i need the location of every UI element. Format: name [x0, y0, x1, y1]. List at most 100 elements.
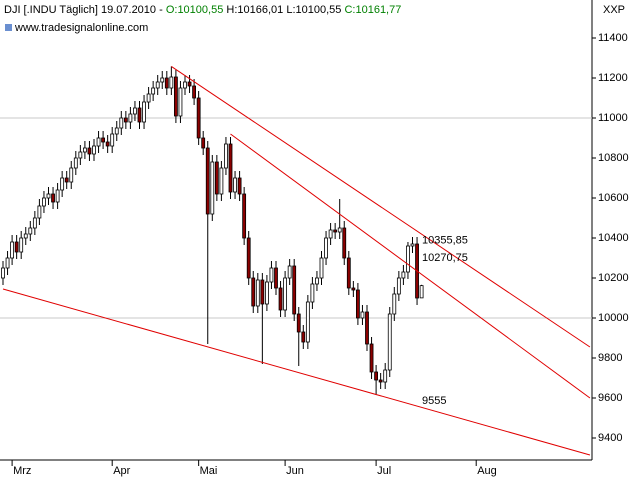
candle-body — [242, 193, 247, 239]
candle-body — [351, 287, 356, 291]
candle-body — [401, 271, 406, 279]
candle-body — [374, 371, 379, 381]
candle-body — [283, 277, 288, 311]
y-tick-label: 11000 — [598, 112, 628, 124]
candle-body — [23, 233, 28, 239]
open: O:10100,55 — [166, 4, 224, 16]
y-tick-label: 9400 — [598, 432, 622, 444]
candle-body — [201, 137, 206, 149]
candle-body — [392, 293, 397, 315]
candle-body — [369, 343, 374, 373]
x-tick-label: Jun — [286, 465, 304, 477]
candle-body — [10, 241, 15, 259]
candle-body — [19, 237, 24, 253]
candle-body — [137, 107, 142, 123]
close: C:10161,77 — [344, 4, 401, 16]
x-tick-label: Mai — [200, 465, 218, 477]
candle-body — [324, 237, 328, 259]
candle-body — [328, 229, 333, 239]
candle-body — [301, 331, 306, 343]
candle-body — [360, 311, 365, 319]
candle-body — [406, 245, 410, 273]
candle-body — [237, 177, 242, 195]
trendline — [230, 133, 591, 399]
candle-body — [205, 147, 210, 215]
header: DJI [.INDU Täglich] 19.07.2010 - O:10100… — [4, 4, 401, 16]
candle-body — [183, 81, 187, 89]
candle-body — [383, 369, 388, 383]
candle-body — [128, 113, 133, 123]
candle-body — [96, 137, 101, 147]
y-tick-label: 10600 — [598, 192, 629, 204]
candle-body — [305, 301, 310, 343]
candle-body — [164, 77, 169, 89]
candle-body — [296, 313, 301, 333]
candle-body — [146, 93, 151, 103]
candle-body — [42, 197, 46, 207]
candle-body — [210, 161, 215, 215]
candle-body — [342, 227, 347, 259]
candle-body — [14, 241, 19, 253]
candle-body — [46, 193, 51, 199]
y-tick-label: 9600 — [598, 392, 622, 404]
y-tick-label: 10200 — [598, 272, 629, 284]
low: L:10100,55 — [286, 4, 341, 16]
x-tick-label: Jul — [377, 465, 391, 477]
candle-body — [219, 167, 224, 195]
candle-body — [264, 281, 269, 305]
candle-body — [333, 229, 338, 233]
y-tick-label: 10000 — [598, 312, 629, 324]
candle-body — [187, 81, 192, 87]
x-tick-label: Apr — [113, 465, 130, 477]
candle-body — [173, 76, 178, 117]
candle-body — [151, 87, 156, 95]
candle-body — [51, 193, 55, 203]
candle-body — [110, 133, 115, 147]
candle-body — [105, 141, 110, 147]
candle-body — [287, 265, 292, 279]
candle-body — [246, 237, 251, 279]
candle-body — [410, 243, 415, 247]
candle-body — [32, 217, 37, 229]
candle-body — [419, 285, 424, 299]
candle-body — [123, 117, 128, 123]
x-tick-label: Mrz — [13, 465, 31, 477]
candle-body — [37, 205, 42, 219]
candle-body — [169, 76, 174, 89]
candle-body — [196, 97, 201, 139]
candle-body — [228, 143, 233, 193]
candle-body — [378, 379, 383, 383]
candle-body — [87, 147, 92, 155]
candle-body — [310, 283, 315, 303]
candle-body — [292, 265, 297, 315]
candle-body — [142, 101, 146, 123]
corner-label: XXP — [603, 4, 625, 16]
site-icon — [5, 24, 12, 31]
candle-body — [92, 145, 96, 155]
candle-body — [260, 279, 265, 305]
candle-body — [319, 257, 324, 279]
candle-body — [155, 81, 160, 89]
candle-body — [101, 137, 105, 143]
candle-body — [114, 127, 119, 135]
y-tick-label: 10400 — [598, 232, 629, 244]
candle-body — [251, 277, 256, 307]
candle-body — [355, 289, 360, 319]
y-tick-label: 11400 — [598, 32, 628, 44]
candle-body — [274, 267, 278, 289]
annotation: 10355,85 — [422, 235, 468, 247]
candle-body — [255, 279, 260, 307]
candle-body — [315, 277, 319, 285]
candle-body — [346, 257, 351, 289]
candle-body — [178, 87, 183, 117]
candle-body — [365, 311, 369, 345]
candle-body — [69, 167, 74, 183]
y-tick-label: 11200 — [598, 72, 628, 84]
candle-body — [1, 267, 5, 279]
candle-body — [387, 313, 392, 371]
x-tick-label: Aug — [477, 465, 497, 477]
candle-body — [269, 267, 274, 283]
